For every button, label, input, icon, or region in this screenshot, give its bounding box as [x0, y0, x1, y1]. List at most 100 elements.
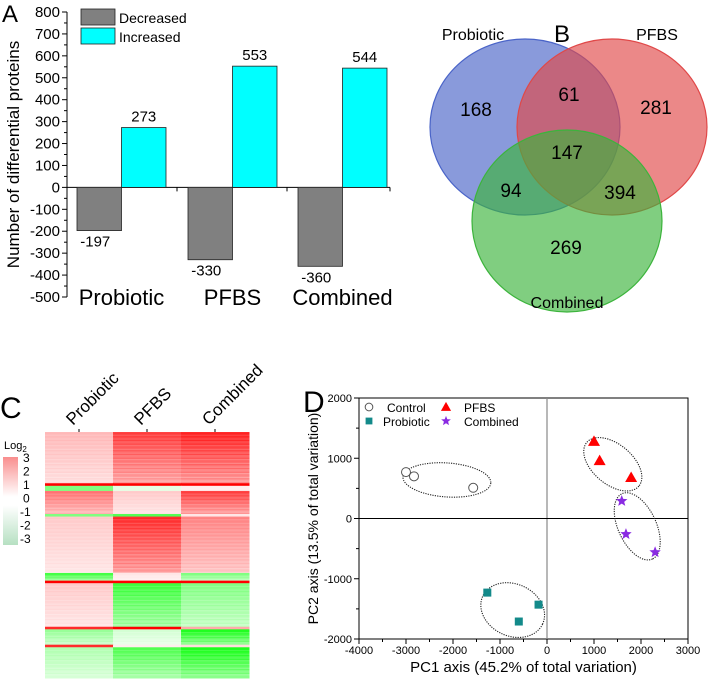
heatmap-cell — [45, 543, 114, 546]
heatmap-cell — [45, 481, 114, 484]
legend-marker-combined — [441, 415, 451, 426]
heatmap-cell — [45, 528, 114, 530]
heatmap-cell — [113, 612, 182, 615]
heatmap-cell — [113, 584, 182, 587]
heatmap-cell — [181, 640, 250, 643]
heatmap-cell — [181, 676, 250, 679]
heatmap-cell — [45, 658, 114, 661]
heatmap-cell — [181, 476, 250, 479]
heatmap-cell — [113, 628, 182, 630]
bar-chart-panel-a: 800 700 600 500 400 300 200 100 0 -100 -200 -300 -40… — [4, 4, 393, 310]
heatmap-cell — [181, 544, 250, 547]
heatmap-cell — [113, 572, 182, 575]
heatmap-cell — [113, 570, 182, 573]
heatmap-cell — [113, 508, 182, 511]
heatmap-cell — [181, 617, 250, 620]
heatmap-cell — [181, 438, 250, 441]
heatmap-cell — [45, 619, 114, 621]
heatmap-cell — [181, 506, 250, 509]
heatmap-cell — [113, 616, 182, 619]
heatmap-cell — [181, 575, 250, 578]
heatmap-cell — [181, 635, 250, 638]
heatmap-cell — [113, 439, 182, 442]
heatmap-cell — [181, 533, 250, 535]
heatmap-cell — [113, 470, 182, 473]
heatmap-cell — [45, 437, 114, 439]
venn-set-combined — [471, 129, 663, 313]
heatmap-cell — [45, 535, 114, 538]
legend-swatch-increased — [80, 27, 116, 45]
heatmap-cell — [181, 478, 250, 480]
y-tick-label: -200 — [30, 223, 60, 240]
heatmap-cell — [113, 654, 182, 657]
heatmap-cell — [45, 435, 114, 438]
heatmap-cell — [181, 598, 250, 601]
heatmap-cell — [45, 561, 114, 564]
heatmap-cell — [113, 515, 182, 518]
heatmap-cell — [45, 499, 114, 502]
heatmap-cell — [45, 551, 114, 553]
heatmap-cell — [113, 478, 182, 480]
heatmap-cell — [113, 476, 182, 479]
heatmap-cell — [113, 557, 182, 560]
heatmap-cell — [113, 626, 182, 629]
heatmap-cell — [45, 547, 114, 550]
legend-label-increased: Increased — [119, 29, 180, 45]
heatmap-cell — [181, 434, 250, 437]
cluster-ellipse-combined — [613, 492, 661, 561]
heatmap-cell — [113, 507, 182, 510]
heatmap-cell — [181, 667, 250, 670]
heatmap-cell — [181, 588, 250, 591]
heatmap-cell — [113, 576, 182, 579]
heatmap-cell — [113, 588, 182, 591]
heatmap-cell — [181, 457, 250, 460]
heatmap-cell — [113, 574, 182, 576]
heatmap-cell — [113, 633, 182, 635]
heatmap-cell — [181, 466, 250, 469]
bar-decreased-probiotic — [76, 186, 122, 231]
heatmap-cell — [113, 622, 182, 625]
heatmap-cell — [181, 447, 250, 450]
heatmap-cell — [181, 524, 250, 527]
heatmap-cell — [181, 606, 250, 609]
heatmap-cell — [181, 547, 250, 550]
heatmap-cell — [181, 648, 250, 651]
heatmap-cell — [113, 517, 182, 520]
heatmap-cell — [45, 434, 114, 437]
heatmap-cell — [181, 448, 250, 451]
heatmap-cell — [45, 567, 114, 570]
heatmap-cell — [113, 603, 182, 606]
x-category-label: Probiotic — [79, 285, 165, 310]
heatmap-cell — [113, 611, 182, 614]
legend-label-decreased: Decreased — [119, 10, 187, 26]
heatmap-cell — [181, 528, 250, 530]
heatmap-cell — [45, 616, 114, 619]
heatmap-cell — [113, 514, 182, 516]
heatmap-cell — [45, 637, 114, 639]
heatmap-cell — [45, 599, 114, 602]
heatmap-column-label-probiotic: Probiotic — [62, 368, 123, 429]
heatmap-cell — [181, 658, 250, 661]
bar-data-label: -330 — [191, 263, 221, 280]
heatmap-cell — [181, 610, 250, 612]
x-tick-label: -4000 — [345, 645, 373, 657]
heatmap-cell — [113, 669, 182, 671]
colorbar-tick-label: 0 — [23, 492, 30, 506]
heatmap-cell — [45, 598, 114, 601]
heatmap-cell — [181, 612, 250, 615]
heatmap-cell — [113, 651, 182, 653]
heatmap-cell — [113, 506, 182, 509]
heatmap-cell — [181, 626, 250, 629]
heatmap-cell — [181, 440, 250, 443]
heatmap-cell — [113, 643, 182, 646]
heatmap-cell — [45, 473, 114, 475]
heatmap-cell — [181, 552, 250, 555]
y-tick-label: -300 — [30, 245, 60, 262]
heatmap-cell — [113, 672, 182, 675]
heatmap-cell — [181, 656, 250, 658]
heatmap-cell — [45, 640, 114, 643]
heatmap-cell — [113, 521, 182, 524]
heatmap-cell — [113, 449, 182, 452]
y-tick-label: -500 — [30, 289, 60, 306]
heatmap-cell — [113, 493, 182, 496]
